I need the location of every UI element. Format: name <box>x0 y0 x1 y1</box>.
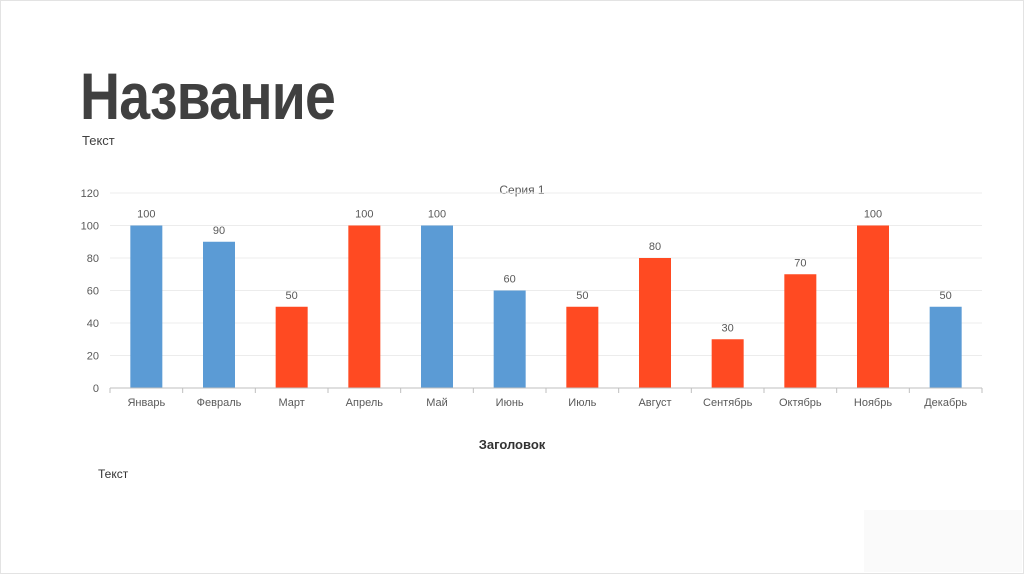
body-text: Текст <box>98 467 129 481</box>
x-tick-label: Июль <box>568 397 596 409</box>
data-labels: 100 90 50 100 100 60 50 80 30 70 100 50 <box>137 209 952 335</box>
x-tick-label: Август <box>638 397 671 409</box>
x-tick-label: Ноябрь <box>854 397 892 409</box>
x-tick-label: Октябрь <box>779 397 822 409</box>
bar <box>203 241 235 388</box>
y-tick-label: 80 <box>87 253 99 265</box>
data-label: 100 <box>428 209 446 221</box>
bar <box>130 225 163 388</box>
bar <box>784 274 817 388</box>
data-label: 50 <box>940 290 952 302</box>
x-tick-label: Март <box>279 397 305 409</box>
bar <box>639 258 671 388</box>
section-heading: Заголовок <box>478 437 546 452</box>
data-label: 80 <box>649 241 661 253</box>
bar <box>493 290 526 388</box>
x-tick-label: Февраль <box>197 397 242 409</box>
bar <box>275 306 308 388</box>
x-tick-label: Сентябрь <box>703 397 753 409</box>
data-label: 100 <box>864 209 882 221</box>
bar <box>421 225 453 388</box>
data-label: 90 <box>213 225 225 237</box>
y-tick-label: 60 <box>87 286 99 298</box>
bar <box>566 306 599 388</box>
y-tick-label: 40 <box>87 318 99 330</box>
y-tick-label: 120 <box>81 188 99 200</box>
axes: 0 20 40 60 80 100 120 Январь Февраль Март Апрель Ма… <box>81 188 983 409</box>
bars <box>130 225 962 388</box>
bar <box>711 339 744 388</box>
y-tick-label: 100 <box>81 221 99 233</box>
x-tick-label: Декабрь <box>924 397 967 409</box>
chart-title: Серия 1 <box>499 183 545 197</box>
x-tick-label: Апрель <box>346 397 384 409</box>
y-tick-label: 0 <box>93 383 99 395</box>
data-label: 50 <box>576 290 588 302</box>
data-label: 100 <box>137 209 155 221</box>
x-tick-label: Июнь <box>496 397 524 409</box>
subtitle-text: Текст <box>82 133 115 148</box>
data-label: 50 <box>286 290 298 302</box>
data-label: 60 <box>504 274 516 286</box>
bar <box>348 225 381 388</box>
y-tick-label: 20 <box>87 351 99 363</box>
bar <box>857 225 889 388</box>
x-tick-label: Май <box>426 397 448 409</box>
corner-shade <box>864 510 1022 572</box>
page-title: Название <box>80 59 336 133</box>
gridlines <box>110 192 982 356</box>
data-label: 70 <box>794 257 806 269</box>
bar <box>929 306 962 388</box>
data-label: 100 <box>355 209 373 221</box>
data-label: 30 <box>722 322 734 334</box>
x-tick-label: Январь <box>127 397 165 409</box>
